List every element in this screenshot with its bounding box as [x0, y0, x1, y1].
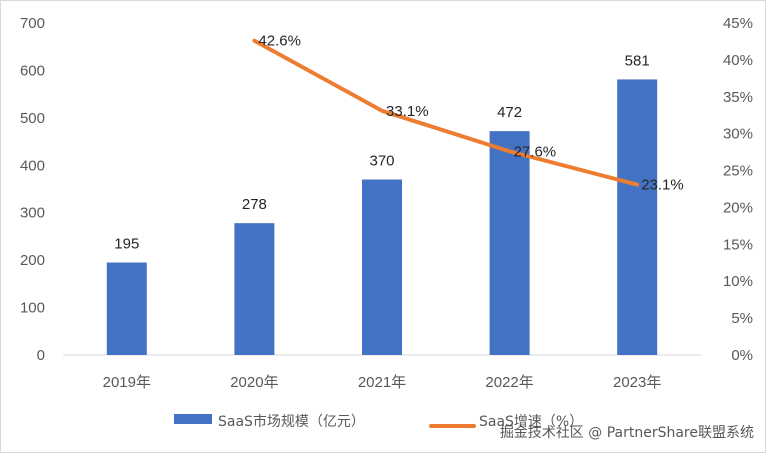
line-data-label: 42.6% — [258, 33, 301, 50]
right-tick-label: 25% — [723, 163, 753, 180]
x-tick-label: 2019年 — [103, 374, 151, 391]
x-axis-ticks: 2019年 2020年 2021年 2022年 2023年 — [103, 374, 662, 391]
legend-swatch-bar — [174, 414, 212, 424]
x-tick-label: 2021年 — [358, 374, 406, 391]
bar-data-label: 370 — [369, 153, 394, 170]
left-tick-label: 400 — [20, 157, 45, 174]
right-tick-label: 35% — [723, 89, 753, 106]
bar-data-label: 472 — [497, 104, 522, 121]
growth-line — [252, 38, 640, 187]
bar-data-label: 581 — [625, 52, 650, 69]
line-series — [252, 38, 640, 187]
bar — [234, 223, 275, 355]
legend-label-bar: SaaS市场规模（亿元） — [218, 413, 365, 430]
left-tick-label: 600 — [20, 62, 45, 79]
left-tick-label: 500 — [20, 110, 45, 127]
bar-data-label: 278 — [242, 196, 267, 213]
x-tick-label: 2022年 — [485, 374, 533, 391]
right-tick-label: 30% — [723, 126, 753, 143]
left-tick-label: 200 — [20, 252, 45, 269]
line-data-label: 33.1% — [386, 103, 429, 120]
right-tick-label: 5% — [731, 310, 753, 327]
legend-label-line: SaaS增速（%） — [479, 414, 583, 430]
line-data-labels: 42.6% 33.1% 27.6% 23.1% — [258, 33, 683, 194]
x-tick-label: 2023年 — [613, 374, 661, 391]
right-tick-label: 40% — [723, 52, 753, 69]
watermark-text: 掘金技术社区 @ PartnerShare联盟系统 — [500, 425, 754, 441]
bar — [489, 131, 530, 355]
legend: SaaS市场规模（亿元） SaaS增速（%） — [174, 413, 583, 430]
left-tick-label: 100 — [20, 300, 45, 317]
left-tick-label: 700 — [20, 15, 45, 32]
line-data-label: 27.6% — [514, 143, 557, 160]
right-tick-label: 0% — [731, 347, 753, 364]
bar — [362, 179, 402, 355]
x-tick-label: 2020年 — [230, 374, 278, 391]
bar-data-labels: 195 278 370 472 581 — [114, 52, 649, 252]
right-tick-label: 15% — [723, 236, 753, 253]
bar-series — [106, 79, 658, 355]
left-tick-label: 300 — [20, 205, 45, 222]
bar-data-label: 195 — [114, 236, 139, 253]
line-data-label: 23.1% — [641, 177, 684, 194]
right-tick-label: 10% — [723, 273, 753, 290]
right-tick-label: 45% — [723, 15, 753, 32]
bar — [106, 262, 147, 355]
right-tick-label: 20% — [723, 199, 753, 216]
right-axis-ticks: 0% 5% 10% 15% 20% 25% 30% 35% 40% 45% — [723, 15, 753, 364]
left-axis-ticks: 0 100 200 300 400 500 600 700 — [20, 15, 45, 364]
left-tick-label: 0 — [37, 347, 45, 364]
bar — [617, 79, 658, 355]
